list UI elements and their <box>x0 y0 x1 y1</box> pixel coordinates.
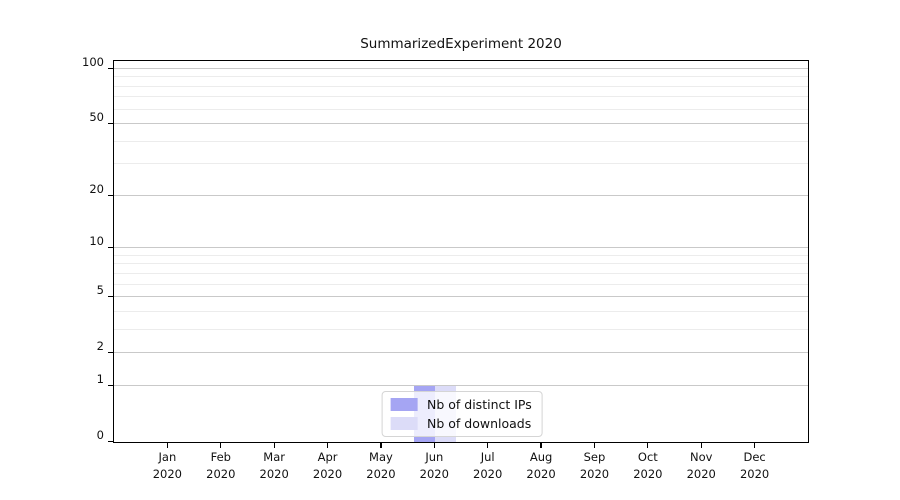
x-tick-month: Oct <box>637 450 658 464</box>
plot-area: Nb of distinct IPs Nb of downloads 0 1 2 5 10… <box>82 55 809 481</box>
x-tick-label-mar: Mar 2020 <box>260 449 289 484</box>
y-tick-mark <box>108 384 113 386</box>
x-tick-year: 2020 <box>312 467 343 482</box>
x-tick-year: 2020 <box>152 467 183 482</box>
y-tick-mark <box>108 440 113 442</box>
x-tick-month: Jan <box>158 450 177 464</box>
x-tick-label-dec: Dec 2020 <box>740 449 769 484</box>
x-tick-month: Sep <box>583 450 606 464</box>
x-tick-label-jul: Jul 2020 <box>473 449 502 484</box>
y-tick-label: 5 <box>96 283 104 298</box>
x-tick-mark <box>754 443 756 448</box>
gridline-minor <box>114 96 808 98</box>
x-tick-year: 2020 <box>686 467 716 482</box>
x-tick-year: 2020 <box>366 467 396 482</box>
legend-item-nb-of-downloads: Nb of downloads <box>390 416 532 431</box>
x-tick-year: 2020 <box>473 467 503 482</box>
gridline-minor <box>114 283 808 285</box>
x-tick-month: Mar <box>263 450 285 464</box>
x-tick-month: Dec <box>743 450 766 464</box>
x-tick-label-feb: Feb 2020 <box>206 449 235 484</box>
x-tick-label-jan: Jan 2020 <box>153 449 182 484</box>
x-tick-month: May <box>369 450 393 464</box>
y-tick-mark <box>108 67 113 69</box>
x-tick-mark <box>380 443 382 448</box>
x-tick-mark <box>700 443 702 448</box>
y-tick-label: 0 <box>96 428 104 442</box>
y-tick-mark <box>108 351 113 354</box>
legend-swatch <box>390 398 418 411</box>
x-tick-mark <box>487 443 489 448</box>
x-tick-label-nov: Nov 2020 <box>687 449 716 484</box>
y-tick-label: 100 <box>82 54 104 69</box>
gridline-minor <box>114 140 808 142</box>
gridline-minor <box>114 163 808 165</box>
gridline-major <box>114 384 808 386</box>
x-tick-mark <box>273 443 275 448</box>
x-tick-year: 2020 <box>579 467 610 482</box>
x-tick-month: Aug <box>529 450 553 464</box>
x-tick-label-oct: Oct 2020 <box>633 449 662 484</box>
x-tick-month: Feb <box>210 450 231 464</box>
gridline-major <box>114 194 808 196</box>
x-tick-mark <box>166 443 168 448</box>
gridline-minor <box>114 108 808 110</box>
y-tick-label: 50 <box>89 110 104 125</box>
x-tick-mark <box>593 443 596 448</box>
x-tick-mark <box>433 443 435 448</box>
x-tick-month: Jun <box>425 450 444 464</box>
gridline-minor <box>114 328 808 330</box>
gridline-major <box>114 352 808 354</box>
gridline-major <box>114 67 808 69</box>
legend-item-nb-of-distinct-ips: Nb of distinct IPs <box>390 397 532 412</box>
x-tick-month: Apr <box>317 450 338 464</box>
legend-label: Nb of distinct IPs <box>426 397 532 412</box>
gridline-minor <box>114 310 808 312</box>
x-tick-label-aug: Aug 2020 <box>526 449 555 484</box>
x-tick-mark <box>540 443 542 448</box>
x-tick-month: Jul <box>480 450 495 464</box>
x-tick-label-may: May 2020 <box>366 449 395 484</box>
chart-title: SummarizedExperiment 2020 <box>360 36 562 52</box>
gridline-minor <box>114 272 808 274</box>
x-tick-year: 2020 <box>633 467 663 482</box>
x-tick-year: 2020 <box>739 467 770 482</box>
gridline-minor <box>114 254 808 256</box>
x-tick-year: 2020 <box>206 467 236 482</box>
y-tick-mark <box>108 194 113 196</box>
gridline-major <box>114 247 808 249</box>
y-tick-mark <box>108 246 113 249</box>
x-tick-mark <box>220 443 222 448</box>
gridline-minor <box>114 263 808 265</box>
x-tick-year: 2020 <box>526 467 556 482</box>
y-tick-label: 2 <box>96 339 104 354</box>
legend: Nb of distinct IPs Nb of downloads <box>381 391 543 437</box>
x-tick-mark <box>326 443 329 448</box>
gridline-minor <box>114 85 808 87</box>
y-tick-mark <box>108 295 113 298</box>
x-tick-label-sep: Sep 2020 <box>580 449 609 484</box>
legend-swatch <box>390 417 418 430</box>
gridline-major <box>114 123 808 125</box>
legend-label: Nb of downloads <box>426 416 532 431</box>
y-tick-label: 20 <box>89 181 104 196</box>
gridline-minor <box>114 76 808 78</box>
x-tick-label-apr: Apr 2020 <box>313 449 342 484</box>
gridline-major <box>114 296 808 298</box>
x-tick-mark <box>647 443 649 448</box>
y-tick-label: 1 <box>96 371 104 386</box>
y-tick-mark <box>108 122 113 125</box>
y-tick-label: 10 <box>89 234 104 249</box>
x-tick-year: 2020 <box>259 467 289 482</box>
x-tick-label-jun: Jun 2020 <box>420 449 449 484</box>
x-tick-year: 2020 <box>419 467 449 482</box>
x-tick-month: Nov <box>689 450 713 464</box>
